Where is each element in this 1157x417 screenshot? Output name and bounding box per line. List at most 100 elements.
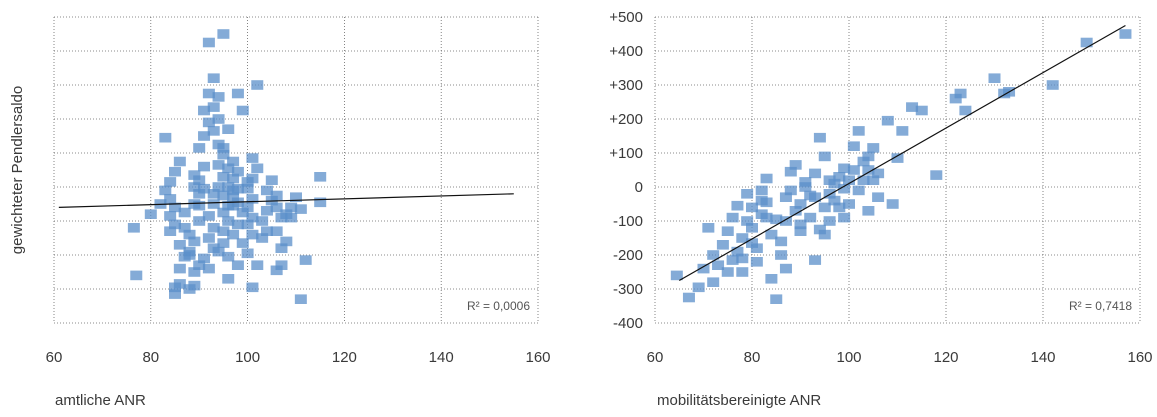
data-point — [726, 255, 739, 265]
data-point — [736, 253, 749, 264]
data-point — [183, 229, 196, 240]
data-point — [231, 260, 244, 270]
data-point — [794, 219, 807, 230]
data-point — [198, 253, 211, 264]
data-point — [789, 206, 802, 216]
data-point — [280, 236, 293, 247]
data-point — [838, 163, 851, 174]
data-point — [843, 175, 855, 185]
y-tick-label: +100 — [609, 145, 643, 162]
data-point — [823, 189, 836, 199]
data-point — [246, 194, 259, 204]
x-tick-label: 100 — [235, 349, 260, 366]
y-tick-label: +500 — [609, 9, 643, 26]
data-point — [760, 212, 773, 223]
data-point — [202, 211, 215, 221]
y-tick-label: +200 — [609, 111, 643, 128]
data-point — [212, 182, 225, 192]
data-point — [246, 282, 259, 293]
y-tick-label: +300 — [609, 77, 643, 94]
data-point — [241, 177, 254, 187]
x-tick-label: 60 — [46, 349, 63, 366]
data-point — [217, 207, 230, 218]
y-tick-label: -400 — [613, 315, 643, 332]
data-point — [217, 29, 230, 39]
data-point — [833, 172, 846, 182]
data-point — [779, 263, 792, 274]
data-point — [1080, 37, 1093, 48]
data-point — [828, 195, 841, 206]
data-point — [755, 185, 768, 196]
data-point — [169, 202, 181, 213]
data-point — [251, 163, 264, 174]
data-point — [198, 131, 211, 141]
data-point — [760, 173, 773, 184]
x-tick-label: 160 — [525, 349, 550, 366]
data-point — [697, 263, 710, 274]
data-point — [198, 105, 211, 116]
data-point — [726, 212, 739, 223]
data-point — [784, 166, 797, 177]
data-point — [202, 117, 215, 128]
data-point — [193, 175, 206, 185]
data-point — [872, 168, 885, 179]
data-point — [794, 226, 807, 236]
data-point — [852, 185, 865, 196]
data-point — [872, 192, 885, 202]
data-point — [164, 226, 177, 236]
data-point — [127, 223, 140, 233]
data-point — [246, 212, 259, 223]
data-point — [833, 202, 846, 213]
data-point — [818, 151, 831, 162]
y-axis-label: gewichteter Pendlersaldo — [9, 86, 26, 254]
data-point — [804, 212, 817, 223]
data-point — [173, 263, 186, 274]
data-point — [241, 248, 254, 259]
data-point — [212, 246, 225, 257]
data-point — [838, 212, 851, 223]
data-point — [731, 200, 744, 211]
data-point — [217, 149, 230, 160]
data-point — [217, 172, 230, 182]
data-point — [231, 219, 244, 230]
data-point — [222, 163, 235, 174]
data-point — [260, 206, 273, 216]
data-point — [755, 195, 768, 206]
data-point — [207, 189, 220, 199]
data-point — [222, 251, 235, 262]
x-tick-label: 160 — [1127, 349, 1152, 366]
data-point — [256, 216, 269, 226]
data-point — [784, 185, 797, 196]
data-point — [256, 233, 269, 243]
data-point — [188, 280, 201, 291]
data-point — [891, 153, 904, 163]
data-point — [169, 289, 181, 299]
y-tick-label: -200 — [613, 247, 643, 264]
data-point — [847, 165, 860, 175]
data-point — [130, 270, 143, 281]
data-point — [227, 173, 240, 184]
data-point — [862, 206, 875, 216]
data-point — [775, 250, 788, 260]
data-point — [183, 250, 196, 260]
data-point — [188, 170, 201, 180]
data-point — [692, 282, 705, 293]
data-point — [212, 114, 225, 124]
data-point — [818, 229, 831, 240]
data-point — [779, 216, 792, 226]
data-point — [285, 202, 298, 213]
data-point — [954, 88, 967, 99]
data-point — [770, 214, 783, 225]
data-point — [260, 185, 273, 196]
data-point — [241, 202, 254, 213]
data-point — [169, 219, 181, 230]
data-point — [227, 200, 240, 211]
data-point — [193, 216, 206, 226]
data-point — [716, 240, 729, 250]
left-scatter-panel: 60 80 100 120 140 160 R² = 0,0006 — [46, 16, 551, 366]
data-point — [169, 166, 181, 177]
data-point — [275, 260, 288, 270]
data-point — [799, 177, 812, 187]
